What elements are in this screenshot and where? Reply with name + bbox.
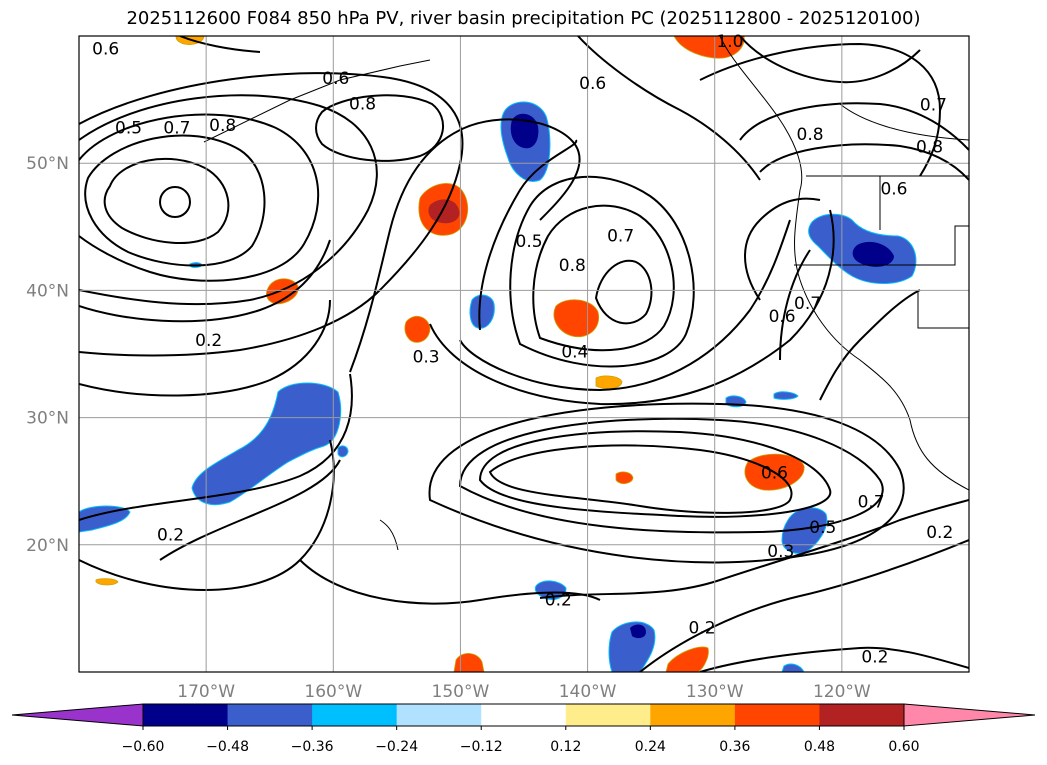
precipitation-shading bbox=[79, 36, 917, 672]
contour-label: 0.8 bbox=[349, 94, 376, 114]
longitude-labels: 170°W 160°W 150°W 140°W 130°W 120°W bbox=[177, 682, 871, 702]
colorbar-tick-label: −0.48 bbox=[206, 739, 249, 755]
colorbar-tick-label: 0.36 bbox=[719, 739, 750, 755]
map-frame bbox=[78, 35, 970, 673]
lon-tick-label: 140°W bbox=[559, 682, 617, 702]
contour-label: 0.8 bbox=[797, 125, 824, 145]
lon-tick-label: 120°W bbox=[813, 682, 871, 702]
colorbar-segment bbox=[396, 704, 482, 726]
lon-tick-label: 160°W bbox=[304, 682, 362, 702]
colorbar-tick-label: −0.60 bbox=[122, 739, 165, 755]
colorbar: −0.60 −0.48 −0.36 −0.24 −0.12 0.12 0.24 0.36 0.4… bbox=[11, 703, 1036, 755]
contour-label: 1.0 bbox=[716, 32, 743, 52]
colorbar-tick-label: 0.48 bbox=[804, 739, 835, 755]
contour-label: 0.3 bbox=[767, 542, 794, 562]
colorbar-extend-max bbox=[903, 703, 1036, 727]
contour-label: 0.4 bbox=[561, 342, 588, 362]
colorbar-segment bbox=[565, 704, 651, 726]
contour-label: 0.6 bbox=[769, 307, 796, 327]
latitude-labels: 50°N 40°N 30°N 20°N bbox=[26, 154, 69, 556]
colorbar-tick-label: 0.12 bbox=[550, 739, 581, 755]
contour-label: 0.2 bbox=[195, 331, 222, 351]
contour-label: 0.7 bbox=[163, 119, 190, 139]
lon-tick-label: 170°W bbox=[177, 682, 235, 702]
contour-label: 0.7 bbox=[607, 227, 634, 247]
contour-label: 0.7 bbox=[858, 493, 885, 513]
contour-label: 0.5 bbox=[516, 232, 543, 252]
contour-label: 0.8 bbox=[916, 138, 943, 158]
contour-label: 0.6 bbox=[92, 40, 119, 60]
colorbar-tick-label: 0.60 bbox=[888, 739, 919, 755]
colorbar-segment bbox=[312, 704, 398, 726]
map-title: 2025112600 F084 850 hPa PV, river basin … bbox=[126, 8, 921, 29]
colorbar-segment bbox=[734, 704, 820, 726]
negative-anomaly-patches bbox=[79, 101, 917, 672]
contour-label: 0.2 bbox=[926, 523, 953, 543]
pv-contours bbox=[79, 36, 969, 672]
contour-label: 0.3 bbox=[413, 348, 440, 368]
colorbar-tick-label: 0.24 bbox=[635, 739, 666, 755]
contour-labels: 0.6 1.00.6 0.60.8 0.70.5 0.7 0.8 0.80.80.60.70… bbox=[92, 32, 953, 668]
colorbar-segment bbox=[481, 704, 567, 726]
contour-label: 0.6 bbox=[579, 74, 606, 94]
lon-tick-label: 130°W bbox=[686, 682, 744, 702]
contour-label: 0.5 bbox=[115, 119, 142, 139]
colorbar-outline bbox=[142, 703, 905, 727]
contour-label: 0.2 bbox=[861, 648, 888, 668]
coastlines bbox=[203, 36, 969, 551]
lat-tick-label: 20°N bbox=[26, 536, 69, 556]
lat-tick-label: 50°N bbox=[26, 154, 69, 174]
colorbar-segment bbox=[143, 704, 229, 726]
contour-label: 0.6 bbox=[322, 69, 349, 89]
contour-label: 0.2 bbox=[688, 618, 715, 638]
contour-label: 0.2 bbox=[157, 526, 184, 546]
colorbar-segment bbox=[650, 704, 736, 726]
colorbar-extend-min bbox=[11, 703, 144, 727]
contour-label: 0.7 bbox=[920, 96, 947, 116]
graticule bbox=[79, 36, 969, 672]
contour-label: 0.2 bbox=[545, 590, 572, 610]
contour-label: 0.5 bbox=[809, 518, 836, 538]
colorbar-tick-label: −0.12 bbox=[460, 739, 503, 755]
positive-anomaly-patches bbox=[95, 36, 805, 672]
contour-label: 0.8 bbox=[559, 256, 586, 276]
colorbar-segment bbox=[819, 704, 905, 726]
colorbar-segment bbox=[227, 704, 313, 726]
contour-label: 0.6 bbox=[761, 463, 788, 483]
colorbar-tick-label: −0.24 bbox=[375, 739, 418, 755]
contour-label: 0.7 bbox=[794, 294, 821, 314]
contour-label: 0.8 bbox=[209, 116, 236, 136]
lon-tick-label: 150°W bbox=[432, 682, 490, 702]
lat-tick-label: 30°N bbox=[26, 409, 69, 429]
lat-tick-label: 40°N bbox=[26, 281, 69, 301]
contour-label: 0.6 bbox=[880, 180, 907, 200]
colorbar-tick-label: −0.36 bbox=[291, 739, 334, 755]
